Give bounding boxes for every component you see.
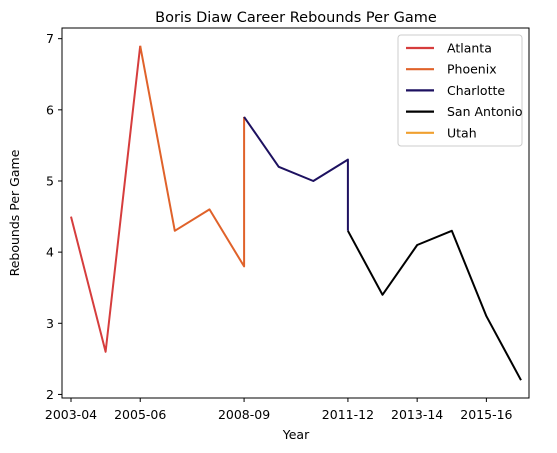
y-tick-label: 6 xyxy=(46,102,54,117)
x-axis-label: Year xyxy=(282,427,310,442)
legend-label: Charlotte xyxy=(447,83,505,98)
series-line-san-antonio xyxy=(348,231,521,380)
x-tick-label: 2003-04 xyxy=(45,407,97,422)
y-axis-ticks: 2 3 4 5 6 7 xyxy=(46,31,62,402)
y-tick-label: 5 xyxy=(46,173,54,188)
x-tick-label: 2011-12 xyxy=(322,407,374,422)
y-axis-label: Rebounds Per Game xyxy=(7,149,22,276)
series-line-phoenix xyxy=(140,46,244,267)
legend: Atlanta Phoenix Charlotte San Antonio Utah xyxy=(398,35,523,146)
y-tick-label: 4 xyxy=(46,245,54,260)
series-line-atlanta xyxy=(71,46,140,352)
legend-label: Utah xyxy=(447,125,477,140)
x-axis-ticks: 2003-04 2005-06 2008-09 2011-12 2013-14 2015-… xyxy=(45,398,513,422)
x-tick-label: 2005-06 xyxy=(114,407,166,422)
y-tick-label: 2 xyxy=(46,387,54,402)
series-line-charlotte xyxy=(244,117,348,231)
chart-title: Boris Diaw Career Rebounds Per Game xyxy=(155,10,437,26)
legend-label: Atlanta xyxy=(447,41,492,56)
y-tick-label: 7 xyxy=(46,31,54,46)
y-tick-label: 3 xyxy=(46,316,54,331)
x-tick-label: 2008-09 xyxy=(218,407,270,422)
legend-label: San Antonio xyxy=(447,104,523,119)
legend-label: Phoenix xyxy=(447,62,497,77)
x-tick-label: 2015-16 xyxy=(460,407,512,422)
x-tick-label: 2013-14 xyxy=(391,407,443,422)
